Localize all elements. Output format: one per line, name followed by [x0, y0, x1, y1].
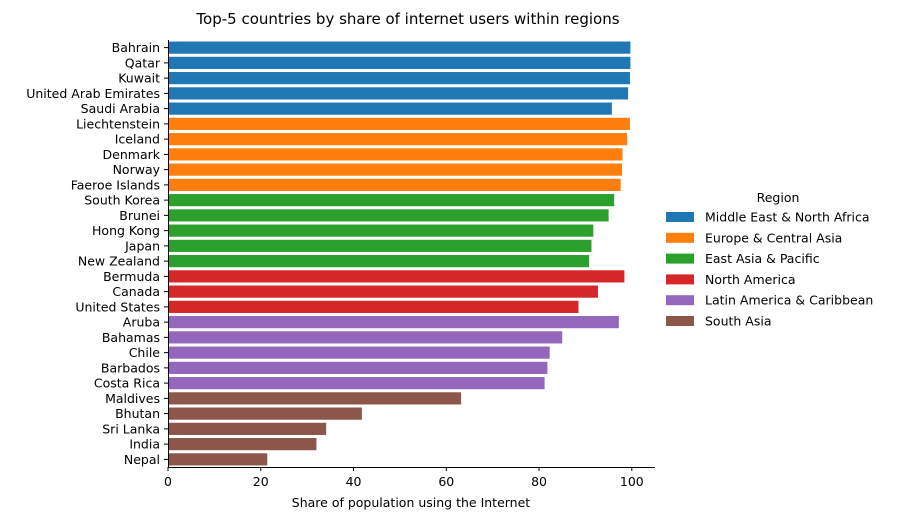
legend-label: South Asia: [705, 314, 772, 329]
y-tick-label: Kuwait: [118, 71, 160, 86]
bar-brunei: [168, 209, 609, 222]
x-axis: 0 20 40 60 80 100: [164, 467, 644, 489]
legend-swatch: [666, 316, 694, 326]
y-tick-label: Iceland: [115, 132, 160, 147]
bar-liechtenstein: [168, 117, 630, 130]
bar-south-korea: [168, 194, 615, 207]
y-tick-label: Bermuda: [103, 269, 160, 284]
bar-united-arab-emirates: [168, 87, 629, 100]
bar-united-states: [168, 300, 579, 313]
y-tick-label: United States: [75, 299, 160, 314]
bar-nepal: [168, 453, 268, 466]
bar-kuwait: [168, 72, 630, 85]
y-tick-label: Norway: [113, 162, 161, 177]
y-tick-label: Barbados: [101, 360, 160, 375]
y-tick-label: New Zealand: [78, 254, 160, 269]
legend-swatch: [666, 232, 694, 243]
chart-title: Top-5 countries by share of internet use…: [195, 10, 619, 28]
bar-aruba: [168, 316, 619, 329]
bar-canada: [168, 285, 598, 298]
x-tick-label: 60: [438, 474, 454, 489]
y-tick-label: Japan: [124, 238, 160, 253]
y-tick-label: Nepal: [124, 452, 160, 467]
y-tick-label: Bahamas: [102, 330, 160, 345]
bars-group: [168, 41, 631, 466]
legend-label: Europe & Central Asia: [705, 230, 842, 245]
bar-denmark: [168, 148, 623, 161]
x-tick-label: 100: [620, 474, 644, 489]
legend-label: East Asia & Pacific: [705, 251, 820, 266]
bar-barbados: [168, 361, 548, 374]
x-axis-label: Share of population using the Internet: [292, 495, 531, 510]
x-tick-label: 0: [164, 474, 172, 489]
y-tick-label: United Arab Emirates: [26, 86, 160, 101]
bar-japan: [168, 239, 592, 252]
y-tick-label: Sri Lanka: [102, 421, 160, 436]
legend-swatch: [666, 212, 694, 222]
y-tick-label: Hong Kong: [92, 223, 160, 238]
bar-bahamas: [168, 331, 563, 344]
legend: Region Middle East & North Africa Europe …: [666, 190, 873, 329]
legend-swatch: [666, 274, 694, 285]
y-tick-label: Canada: [112, 284, 160, 299]
y-tick-label: Aruba: [123, 315, 160, 330]
y-tick-label: Saudi Arabia: [81, 101, 160, 116]
y-tick-label: Brunei: [119, 208, 160, 223]
y-tick-label: Denmark: [103, 147, 161, 162]
x-tick-label: 40: [346, 474, 362, 489]
bar-sri-lanka: [168, 422, 327, 435]
bar-bahrain: [168, 41, 631, 54]
bar-india: [168, 438, 317, 451]
bar-hong-kong: [168, 224, 594, 237]
bar-norway: [168, 163, 623, 176]
y-tick-label: Maldives: [105, 391, 160, 406]
x-tick-label: 80: [531, 474, 547, 489]
bar-new-zealand: [168, 255, 590, 268]
y-tick-label: Costa Rica: [94, 376, 160, 391]
legend-label: North America: [705, 272, 796, 287]
bar-iceland: [168, 133, 628, 146]
bar-maldives: [168, 392, 462, 405]
legend-swatch: [666, 253, 694, 264]
legend-label: Latin America & Caribbean: [705, 293, 873, 308]
bar-bermuda: [168, 270, 625, 283]
y-tick-label: Qatar: [125, 55, 161, 70]
legend-swatch: [666, 295, 694, 306]
y-tick-label: Bahrain: [112, 40, 160, 55]
legend-label: Middle East & North Africa: [705, 210, 870, 225]
legend-title: Region: [757, 190, 800, 205]
bar-bhutan: [168, 407, 362, 420]
y-tick-label: South Korea: [84, 193, 160, 208]
bar-qatar: [168, 56, 631, 69]
y-tick-label: India: [129, 437, 160, 452]
bar-chile: [168, 346, 550, 359]
y-tick-label: Chile: [129, 345, 161, 360]
bar-saudi-arabia: [168, 102, 612, 115]
y-tick-label: Bhutan: [115, 406, 160, 421]
y-tick-label: Faeroe Islands: [71, 177, 160, 192]
bar-costa-rica: [168, 377, 545, 390]
x-tick-label: 20: [253, 474, 269, 489]
bar-faeroe-islands: [168, 178, 621, 191]
y-tick-label: Liechtenstein: [76, 116, 160, 131]
